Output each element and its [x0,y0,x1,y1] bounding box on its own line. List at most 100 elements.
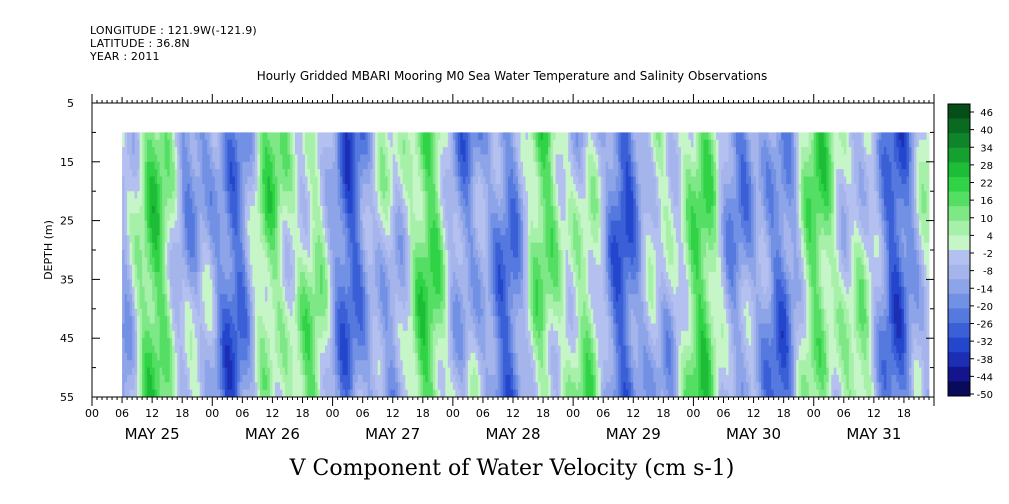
heatmap-cell [397,323,401,332]
heatmap-cell [395,198,399,207]
heatmap-cell [277,345,281,354]
heatmap-cell [257,264,261,273]
heatmap-cell [274,367,278,376]
heatmap-cell [400,235,404,244]
heatmap-cell [262,272,266,280]
heatmap-cell [340,294,343,302]
heatmap-cell [254,338,258,346]
heatmap-cell [124,382,128,391]
heatmap-cell [440,154,444,163]
heatmap-cell [224,257,228,266]
heatmap-cell [239,301,243,310]
heatmap-cell [152,286,156,295]
heatmap-cell [352,374,356,383]
heatmap-cell [347,220,351,229]
heatmap-cell [132,360,136,368]
heatmap-cell [139,352,143,361]
heatmap-cell [382,352,386,361]
heatmap-cell [137,250,141,258]
heatmap-cell [292,272,296,280]
heatmap-cell [287,139,291,148]
heatmap-cell [355,294,359,302]
heatmap-cell [194,220,198,229]
heatmap-cell [422,139,426,148]
heatmap-cell [320,323,323,332]
heatmap-cell [277,147,281,155]
heatmap-cell [447,338,451,346]
heatmap-cell [249,235,253,244]
heatmap-cell [412,330,416,339]
heatmap-cell [292,389,296,398]
heatmap-cell [400,139,404,148]
heatmap-cell [340,139,343,148]
heatmap-cell [232,250,236,258]
heatmap-cell [139,227,143,236]
heatmap-cell [259,345,263,354]
heatmap-cell [417,360,421,368]
heatmap-cell [292,294,296,302]
heatmap-cell [382,382,386,391]
heatmap-cell [437,330,441,339]
heatmap-cell [184,301,188,310]
heatmap-cell [342,382,346,391]
heatmap-cell [214,213,218,221]
heatmap-cell [412,286,416,295]
heatmap-cell [417,345,421,354]
heatmap-cell [307,338,311,346]
heatmap-cell [392,301,396,310]
heatmap-cell [272,345,276,354]
heatmap-cell [249,161,253,170]
heatmap-cell [347,205,351,214]
heatmap-cell [132,272,136,280]
heatmap-cell [272,264,276,273]
heatmap-cell [152,264,156,273]
heatmap-cell [169,227,173,236]
heatmap-cell [212,147,216,155]
heatmap-cell [412,250,416,258]
heatmap-cell [217,147,221,155]
heatmap-cell [415,345,419,354]
heatmap-cell [192,279,196,288]
heatmap-cell [337,147,341,155]
heatmap-cell [204,154,208,163]
heatmap-cell [142,242,146,251]
heatmap-cell [234,154,238,163]
heatmap-cell [360,205,364,214]
heatmap-cell [282,213,286,221]
heatmap-cell [447,161,451,170]
heatmap-cell [177,220,181,229]
heatmap-cell [347,360,351,368]
heatmap-cell [352,382,356,391]
heatmap-cell [252,330,256,339]
heatmap-cell [212,382,216,391]
heatmap-cell [367,191,371,199]
heatmap-cell [435,367,439,376]
heatmap-cell [415,308,419,317]
heatmap-cell [370,250,374,258]
heatmap-cell [132,323,136,332]
heatmap-cell [147,205,151,214]
heatmap-cell [297,147,301,155]
heatmap-cell [320,220,323,229]
heatmap-cell [415,250,419,258]
heatmap-cell [247,169,251,177]
heatmap-cell [330,316,333,324]
heatmap-cell [212,198,216,207]
heatmap-cell [360,389,364,398]
heatmap-cell [284,264,288,273]
heatmap-cell [307,198,311,207]
heatmap-cell [137,183,141,192]
heatmap-cell [184,139,188,148]
heatmap-cell [137,286,141,295]
heatmap-cell [400,169,404,177]
heatmap-cell [355,220,359,229]
heatmap-cell [420,301,424,310]
heatmap-cell [162,382,166,391]
heatmap-cell [232,264,236,273]
heatmap-cell [420,316,424,324]
heatmap-cell [417,250,421,258]
heatmap-cell [320,147,323,155]
heatmap-cell [392,147,396,155]
heatmap-cell [352,323,356,332]
heatmap-cell [450,191,454,199]
